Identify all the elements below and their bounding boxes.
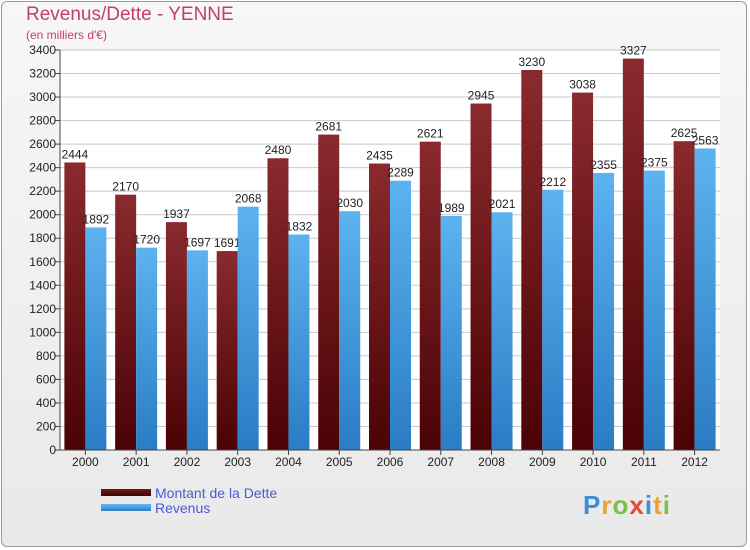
data-label-dette: 1691 — [214, 236, 241, 250]
bar-revenus — [85, 227, 107, 450]
x-tick-label: 2000 — [72, 455, 99, 469]
chart-subtitle: (en milliers d'€) — [26, 28, 107, 42]
bar-dette — [470, 103, 492, 450]
logo-letter: i — [644, 490, 654, 520]
bar-revenus — [136, 247, 158, 450]
bar-revenus — [339, 211, 361, 450]
legend-label-dette: Montant de la Dette — [155, 485, 278, 501]
data-label-dette: 2170 — [112, 180, 139, 194]
x-tick-label: 2008 — [478, 455, 505, 469]
y-tick-label: 200 — [36, 419, 56, 433]
x-tick-label: 2001 — [123, 455, 150, 469]
data-label-revenus: 2212 — [539, 175, 566, 189]
data-label-revenus: 2355 — [590, 158, 617, 172]
y-tick-label: 3400 — [29, 43, 56, 57]
y-tick-label: 800 — [36, 349, 56, 363]
data-label-revenus: 1989 — [438, 201, 465, 215]
bar-revenus — [593, 172, 615, 451]
bar-revenus — [390, 180, 411, 451]
chart-title: Revenus/Dette - YENNE — [26, 4, 234, 25]
y-tick-label: 1800 — [29, 231, 56, 245]
y-tick-label: 1600 — [29, 255, 56, 269]
data-label-dette: 3327 — [620, 44, 647, 58]
bar-dette — [673, 141, 695, 451]
bar-dette — [115, 194, 137, 450]
logo-letter: r — [601, 490, 613, 520]
x-tick-label: 2010 — [580, 455, 607, 469]
logo-letter: P — [583, 490, 602, 520]
logo-letter: i — [662, 490, 671, 520]
bar-revenus — [440, 216, 462, 450]
bar-dette — [318, 134, 340, 450]
data-label-dette: 2681 — [315, 120, 342, 134]
data-label-revenus: 1832 — [286, 219, 313, 233]
y-tick-label: 3000 — [29, 90, 56, 104]
legend-swatch-dette — [101, 489, 151, 496]
bar-dette — [521, 70, 543, 450]
y-tick-label: 1200 — [29, 302, 56, 316]
data-label-dette: 2945 — [468, 89, 495, 103]
y-tick-label: 2800 — [29, 114, 56, 128]
y-tick-label: 2600 — [29, 137, 56, 151]
y-tick-label: 400 — [36, 396, 56, 410]
x-tick-label: 2009 — [529, 455, 556, 469]
bar-dette — [165, 222, 187, 450]
legend-swatch-revenus — [101, 504, 151, 511]
proxiti-logo: Proxiti — [583, 490, 671, 521]
bar-dette — [64, 162, 86, 450]
bar-revenus — [491, 212, 513, 450]
y-tick-label: 1000 — [29, 325, 56, 339]
y-tick-label: 600 — [36, 372, 56, 386]
bar-dette — [216, 251, 238, 450]
x-tick-label: 2007 — [427, 455, 454, 469]
data-label-revenus: 1892 — [83, 212, 110, 226]
bar-dette — [369, 163, 390, 450]
data-label-revenus: 2030 — [336, 196, 363, 210]
x-tick-label: 2012 — [681, 455, 708, 469]
x-tick-label: 2003 — [224, 455, 251, 469]
bar-revenus — [643, 170, 665, 450]
bar-revenus — [237, 206, 259, 450]
y-tick-label: 1400 — [29, 278, 56, 292]
x-tick-label: 2011 — [631, 455, 657, 469]
bar-revenus — [288, 234, 310, 450]
y-tick-label: 2200 — [29, 184, 56, 198]
logo-letter: x — [629, 490, 645, 520]
bar-dette — [572, 92, 594, 451]
x-tick-label: 2005 — [326, 455, 353, 469]
data-label-dette: 2444 — [62, 147, 89, 161]
data-label-dette: 2480 — [265, 143, 292, 157]
data-label-dette: 2621 — [417, 127, 444, 141]
logo-letter: o — [612, 490, 630, 520]
x-tick-label: 2006 — [377, 455, 404, 469]
data-label-dette: 3038 — [569, 78, 596, 92]
data-label-revenus: 2021 — [489, 197, 516, 211]
logo-letter: t — [653, 490, 663, 520]
bar-dette — [419, 141, 441, 450]
y-tick-label: 2000 — [29, 208, 56, 222]
bar-dette — [622, 58, 644, 451]
data-label-dette: 2435 — [366, 149, 393, 163]
x-tick-label: 2004 — [275, 455, 302, 469]
legend-label-revenus: Revenus — [155, 500, 211, 516]
y-tick-label: 0 — [49, 443, 56, 457]
data-label-revenus: 1697 — [184, 235, 211, 249]
data-label-revenus: 2068 — [235, 192, 262, 206]
data-label-dette: 1937 — [163, 207, 190, 221]
data-label-dette: 2625 — [671, 126, 698, 140]
data-label-revenus: 1720 — [133, 233, 160, 247]
y-tick-label: 2400 — [29, 161, 56, 175]
data-label-revenus: 2289 — [387, 166, 414, 180]
data-label-revenus: 2563 — [692, 133, 719, 147]
x-tick-label: 2002 — [174, 455, 201, 469]
data-label-revenus: 2375 — [641, 156, 668, 170]
bar-revenus — [542, 189, 564, 450]
bar-revenus — [694, 148, 716, 450]
data-label-dette: 3230 — [518, 55, 545, 69]
bar-dette — [267, 158, 289, 450]
bar-revenus — [186, 250, 208, 450]
y-tick-label: 3200 — [29, 67, 56, 81]
